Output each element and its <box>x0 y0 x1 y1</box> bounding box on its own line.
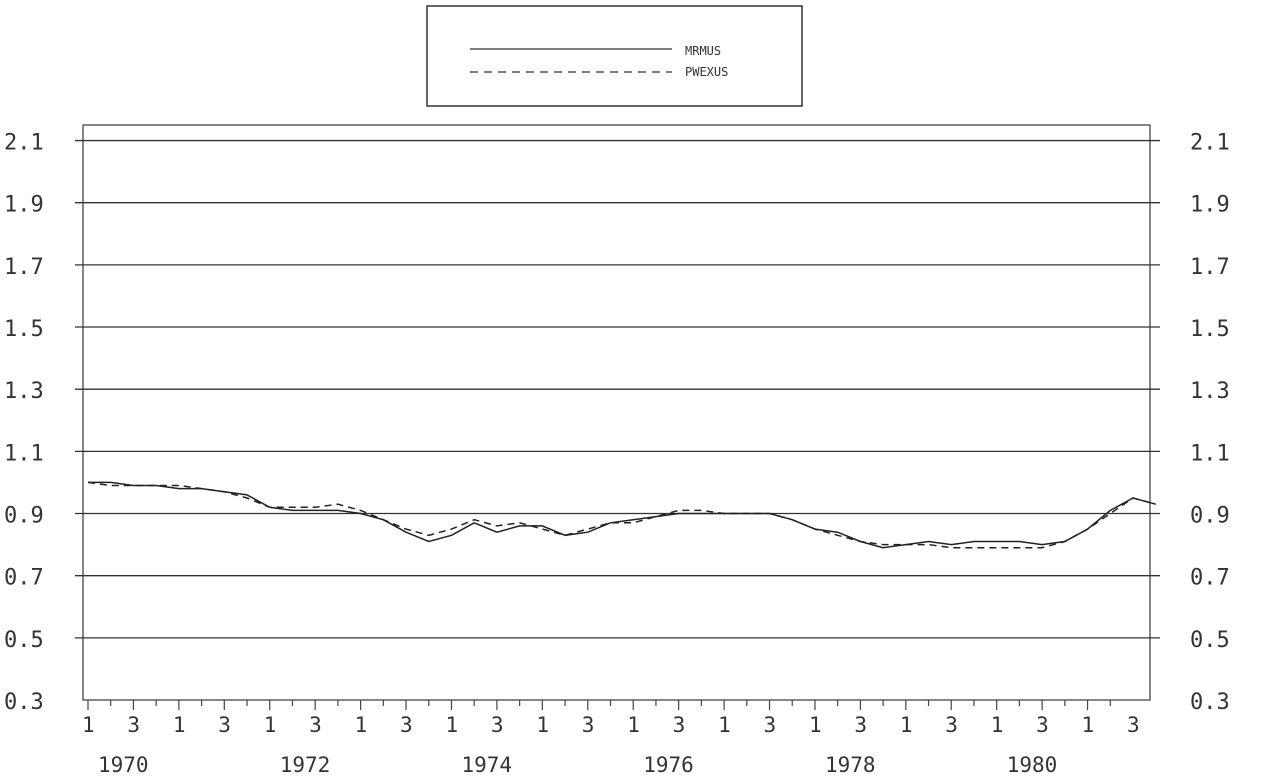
x-tick-label-quarter: 3 <box>1127 713 1140 737</box>
x-tick-label-quarter: 3 <box>1036 713 1049 737</box>
x-tick-label-year: 1980 <box>1007 753 1058 777</box>
legend-label-mrmus: MRMUS <box>685 44 721 58</box>
x-tick-label-year: 1970 <box>98 753 149 777</box>
y-tick-label-right: 2.1 <box>1190 131 1230 156</box>
y-tick-label-right: 1.1 <box>1190 441 1230 466</box>
x-tick-label-quarter: 3 <box>491 713 504 737</box>
x-tick-label-quarter: 1 <box>991 713 1004 737</box>
y-tick-label-left: 1.9 <box>4 193 44 218</box>
x-tick-label-quarter: 3 <box>673 713 686 737</box>
x-tick-label-quarter: 1 <box>627 713 640 737</box>
y-tick-label-left: 0.7 <box>4 566 44 591</box>
y-tick-label-left: 1.5 <box>4 317 44 342</box>
x-tick-label-quarter: 3 <box>854 713 867 737</box>
plot-area: 2.1 1.9 1.7 1.5 1.3 1.1 0.9 0.7 0.5 0.3 2.1 1.9 1.7 1… <box>4 124 1230 777</box>
y-tick-label-left: 0.3 <box>4 690 44 715</box>
x-tick-label-year: 1972 <box>280 753 331 777</box>
legend: MRMUS PWEXUS <box>426 5 803 107</box>
y-tick-label-right: 1.3 <box>1190 379 1230 404</box>
plot-frame <box>82 124 1151 701</box>
y-tick-label-right: 1.9 <box>1190 193 1230 218</box>
series-line-pwexus <box>87 481 1156 549</box>
y-tick-label-left: 1.1 <box>4 441 44 466</box>
x-tick-label-quarter: 1 <box>718 713 731 737</box>
series-line-mrmus <box>88 481 1156 549</box>
y-tick-label-right: 1.7 <box>1190 255 1230 280</box>
x-tick-label-year: 1976 <box>643 753 694 777</box>
y-tick-label-left: 1.7 <box>4 255 44 280</box>
x-tick-label-quarter: 1 <box>809 713 822 737</box>
x-tick-label-quarter: 3 <box>582 713 595 737</box>
x-tick-label-quarter: 3 <box>764 713 777 737</box>
legend-label-pwexus: PWEXUS <box>685 65 728 79</box>
x-tick-label-quarter: 1 <box>173 713 186 737</box>
y-tick-label-left: 1.3 <box>4 379 44 404</box>
x-tick-label-quarter: 1 <box>1082 713 1095 737</box>
y-tick-label-right: 0.3 <box>1190 690 1230 715</box>
y-tick-label-right: 0.9 <box>1190 504 1230 529</box>
x-tick-label-quarter: 1 <box>355 713 368 737</box>
x-tick-label-quarter: 3 <box>218 713 231 737</box>
x-tick-label-year: 1974 <box>461 753 512 777</box>
y-tick-label-left: 2.1 <box>4 131 44 156</box>
x-tick-label-quarter: 3 <box>309 713 322 737</box>
x-tick-label-quarter: 1 <box>536 713 549 737</box>
legend-box <box>426 5 803 107</box>
x-tick-label-quarter: 3 <box>945 713 958 737</box>
x-tick-label-year: 1978 <box>825 753 876 777</box>
x-tick-label-quarter: 1 <box>445 713 458 737</box>
x-tick-label-quarter: 1 <box>264 713 277 737</box>
y-tick-label-right: 0.7 <box>1190 566 1230 591</box>
y-tick-label-left: 0.9 <box>4 504 44 529</box>
y-tick-label-left: 0.5 <box>4 628 44 653</box>
x-tick-label-quarter: 3 <box>400 713 413 737</box>
y-tick-label-right: 0.5 <box>1190 628 1230 653</box>
x-tick-label-quarter: 1 <box>900 713 913 737</box>
x-tick-label-quarter: 1 <box>82 713 95 737</box>
x-tick-label-quarter: 3 <box>127 713 140 737</box>
y-tick-label-right: 1.5 <box>1190 317 1230 342</box>
